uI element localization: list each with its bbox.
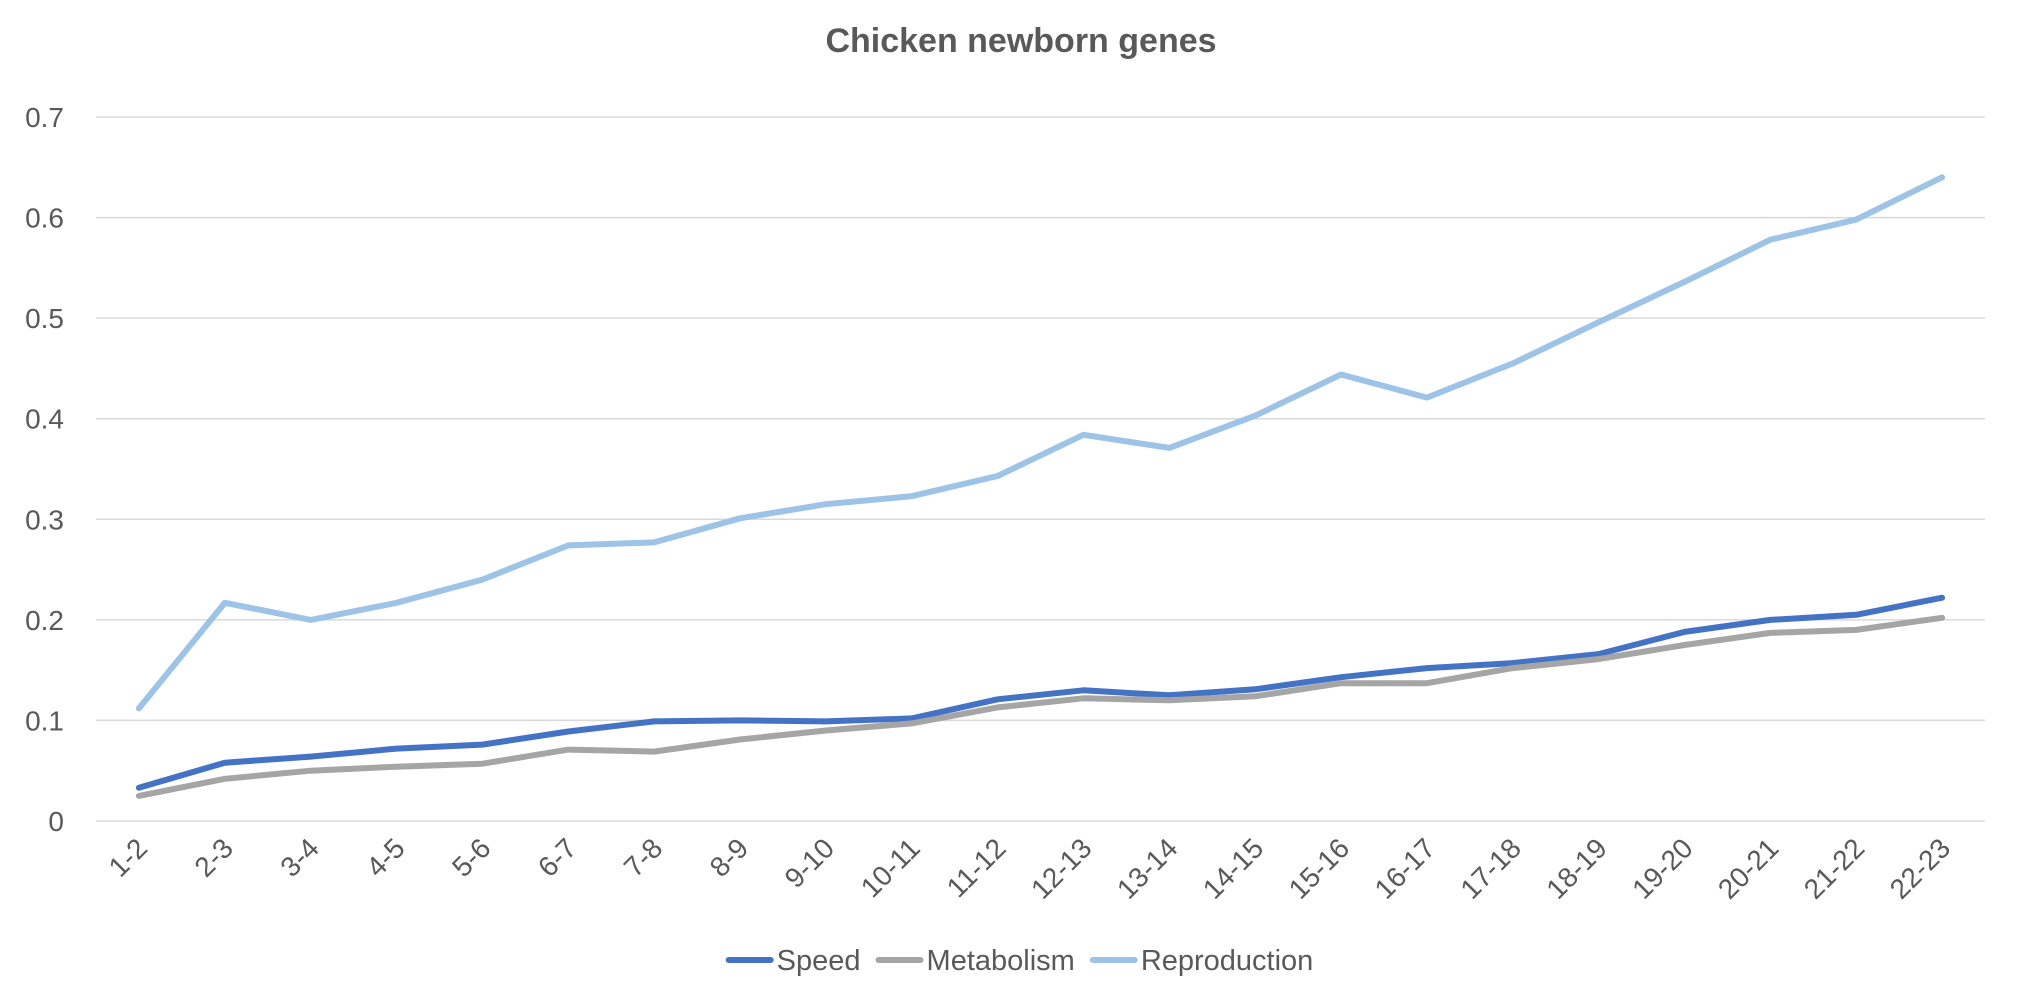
legend-item-speed: Speed [725, 945, 861, 977]
y-tick-label: 0.3 [25, 504, 64, 535]
x-tick-label: 6-7 [532, 832, 583, 883]
y-tick-label: 0.2 [25, 605, 64, 636]
x-tick-label: 20-21 [1712, 832, 1785, 905]
x-tick-label: 9-10 [779, 832, 841, 894]
x-tick-label: 5-6 [446, 832, 497, 883]
x-tick-label: 14-15 [1197, 832, 1270, 905]
legend-label: Metabolism [927, 945, 1075, 977]
x-tick-label: 22-23 [1884, 832, 1957, 905]
x-tick-label: 18-19 [1540, 832, 1613, 905]
y-tick-label: 0.4 [25, 404, 64, 435]
legend-label: Reproduction [1141, 945, 1314, 977]
y-tick-label: 0.7 [25, 102, 64, 133]
x-axis: 1-2 2-3 3-4 4-5 5-6 6-7 7-8 8-9 9-10 10-11 11-12 12… [103, 832, 1957, 905]
series-lines [135, 174, 1946, 799]
x-tick-label: 19-20 [1626, 832, 1699, 905]
series-line-metabolism [135, 614, 1946, 799]
legend: Speed Metabolism Reproduction [725, 945, 1314, 977]
chart-title: Chicken newborn genes [825, 22, 1216, 60]
x-tick-label: 3-4 [274, 832, 325, 883]
x-tick-label: 7-8 [618, 832, 669, 883]
legend-item-reproduction: Reproduction [1089, 945, 1314, 977]
x-tick-label: 15-16 [1283, 832, 1356, 905]
x-tick-label: 4-5 [360, 832, 411, 883]
x-tick-label: 16-17 [1369, 832, 1442, 905]
y-axis: 0 0.1 0.2 0.3 0.4 0.5 0.6 0.7 [25, 102, 64, 837]
x-tick-label: 13-14 [1111, 832, 1184, 905]
gridlines [96, 116, 1985, 822]
legend-item-metabolism: Metabolism [875, 945, 1075, 977]
y-tick-label: 0.1 [25, 705, 64, 736]
x-tick-label: 1-2 [103, 832, 154, 883]
y-tick-label: 0.6 [25, 203, 64, 234]
x-tick-label: 11-12 [941, 832, 1012, 903]
y-tick-label: 0.5 [25, 303, 64, 334]
y-tick-label: 0 [48, 806, 64, 837]
x-tick-label: 8-9 [704, 832, 755, 883]
x-tick-label: 17-18 [1454, 832, 1527, 905]
legend-label: Speed [777, 945, 861, 977]
x-tick-label: 21-22 [1798, 832, 1871, 905]
series-line-reproduction [135, 174, 1946, 712]
x-tick-label: 12-13 [1025, 832, 1098, 905]
x-tick-label: 2-3 [189, 832, 240, 883]
x-tick-label: 10-11 [855, 832, 926, 903]
series-line-speed [135, 594, 1946, 791]
